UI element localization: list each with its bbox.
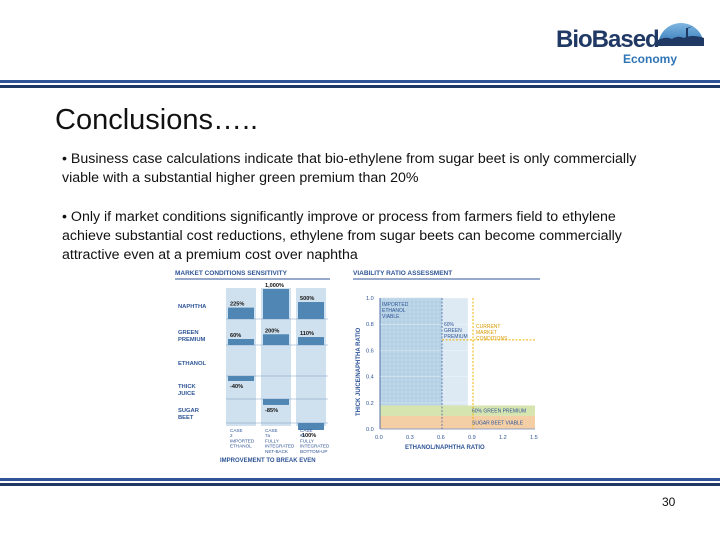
right-chart-ylabel: THICK JUICE/NAPHTHA RATIO	[356, 327, 362, 416]
bar-value-label: -40%	[230, 384, 243, 390]
current-conditions-label: CURRENT	[476, 324, 500, 330]
series-legend-label: INTEGRATED	[265, 444, 295, 449]
bar	[298, 302, 324, 319]
bar	[263, 334, 289, 345]
y-tick-label: 0.6	[366, 348, 374, 354]
bar-value-label: 110%	[300, 331, 314, 337]
viability-region	[380, 415, 535, 429]
series-legend-label: CASE	[230, 428, 243, 433]
left-chart-title: MARKET CONDITIONS SENSITIVITY	[175, 270, 288, 277]
viability-region	[380, 405, 535, 416]
region-label: GREEN	[444, 328, 462, 334]
region-label: VIABLE	[382, 314, 400, 320]
x-tick-label: 0.3	[406, 435, 414, 441]
y-tick-label: 0.2	[366, 401, 374, 407]
header-rule	[0, 80, 720, 88]
slide-title: Conclusions…..	[55, 104, 259, 136]
bar	[228, 339, 254, 345]
region-label: 60%	[444, 322, 455, 328]
series-legend-label: 7a	[265, 433, 271, 438]
series-legend-label: FULLY	[265, 438, 279, 443]
page-number: 30	[662, 495, 676, 509]
bar	[263, 399, 289, 405]
category-label: BEET	[178, 415, 194, 421]
region-label: PREMIUM	[444, 334, 468, 340]
x-tick-label: 0.6	[437, 435, 445, 441]
current-conditions-label: MARKET	[476, 330, 497, 336]
y-tick-label: 1.0	[366, 296, 374, 302]
bar-value-label: -85%	[265, 408, 278, 414]
series-legend-label: INTEGRATED	[300, 444, 330, 449]
right-chart-title: VIABILITY RATIO ASSESSMENT	[353, 270, 452, 277]
sensitivity-figure: MARKET CONDITIONS SENSITIVITY NAPHTHA GRE…	[175, 270, 540, 464]
x-tick-label: 1.5	[530, 435, 538, 441]
series-legend-label: CASE	[300, 428, 313, 433]
y-tick-label: 0.8	[366, 322, 374, 328]
bar	[228, 376, 254, 381]
series-legend-label: NET-BACK	[265, 449, 289, 454]
bar	[228, 307, 254, 319]
category-label: THICK	[178, 384, 197, 390]
bar	[263, 289, 289, 319]
x-tick-label: 0.0	[375, 435, 383, 441]
bar-value-label: 500%	[300, 296, 314, 302]
x-tick-label: 1.2	[499, 435, 507, 441]
category-label: SUGAR	[178, 408, 200, 414]
bullet-point-1: • Business case calculations indicate th…	[62, 151, 637, 186]
y-tick-label: 0.4	[366, 375, 374, 381]
series-legend-label: BOTTOM-UP	[300, 449, 327, 454]
region-label: ETHANOL	[382, 308, 406, 314]
globe-landscape-icon	[658, 23, 704, 46]
bar-value-label: -100%	[300, 433, 316, 439]
bar	[298, 423, 324, 430]
bar-value-label: 1,000%	[265, 283, 284, 289]
current-conditions-label: CONDITIONS	[476, 336, 508, 342]
series-legend-label: FULLY	[300, 438, 314, 443]
series-legend-label: CASE	[265, 428, 278, 433]
bar-value-label: 200%	[265, 328, 279, 334]
bar-value-label: 60%	[230, 333, 241, 339]
region-label: IMPORTED	[382, 302, 409, 308]
category-label: NAPHTHA	[178, 304, 207, 310]
series-legend-label: 2	[230, 433, 233, 438]
bar	[298, 337, 324, 345]
series-legend-label: ETHANOL	[230, 444, 252, 449]
y-tick-label: 0.0	[366, 427, 374, 433]
category-label: GREEN	[178, 330, 199, 336]
region-label: 60% GREEN PREMIUM	[472, 409, 526, 415]
right-chart-xlabel: ETHANOL/NAPHTHA RATIO	[405, 445, 485, 451]
x-tick-label: 0.9	[468, 435, 476, 441]
category-label: ETHANOL	[178, 361, 206, 367]
bar-value-label: 225%	[230, 302, 244, 308]
left-chart-xlabel: IMPROVEMENT TO BREAK EVEN	[220, 458, 316, 464]
footer-rule	[0, 478, 720, 486]
category-label: PREMIUM	[178, 337, 206, 343]
series-legend-label: 7b	[300, 433, 306, 438]
logo-text-economy: Economy	[623, 52, 678, 66]
series-legend-label: IMPORTED	[230, 438, 255, 443]
category-label: JUICE	[178, 391, 195, 397]
right-chart-plot: 0.0 0.3 0.6 0.9 1.2 1.5 0.0 0.2 0.4 0.6 0.8 1.0 IMPO…	[366, 296, 538, 441]
bullet-point-2: • Only if market conditions significantl…	[62, 209, 622, 263]
region-label: SUGAR BEET VIABLE	[472, 420, 524, 426]
biobased-economy-logo: BioBased Economy	[556, 16, 706, 68]
logo-text-biobased: BioBased	[556, 26, 660, 53]
